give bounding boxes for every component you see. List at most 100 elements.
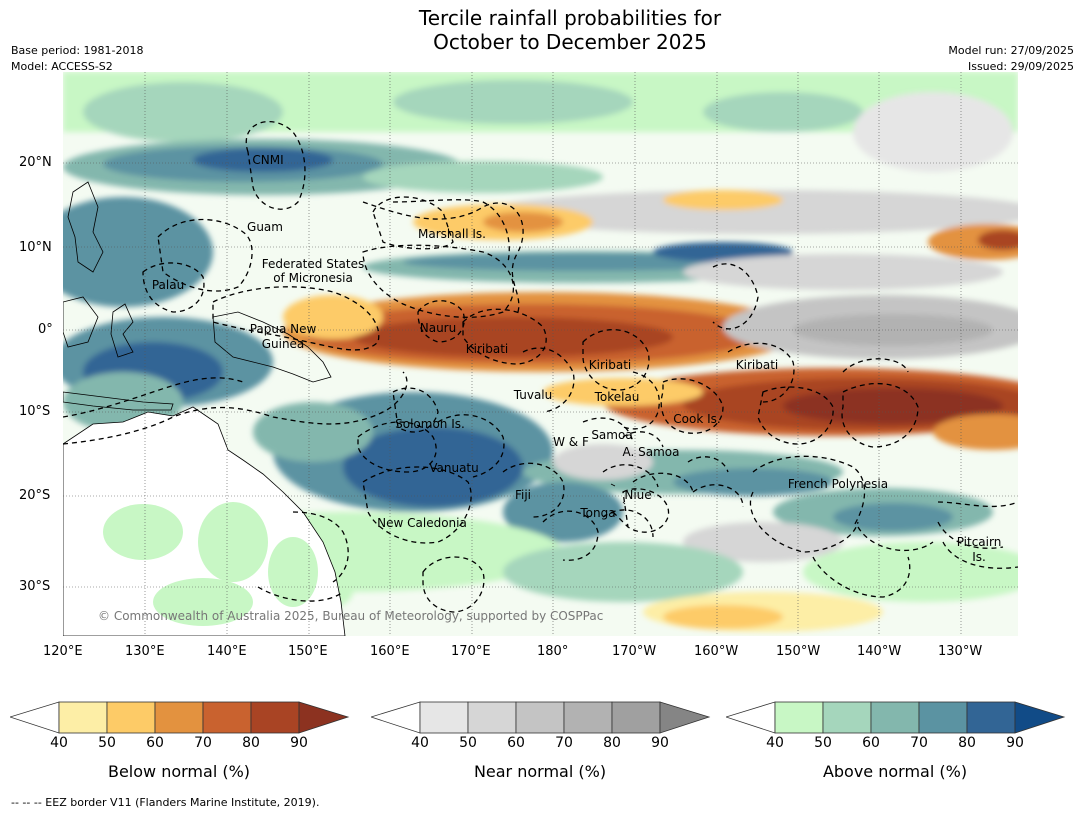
label-kiribati-w: Kiribati [466, 342, 508, 356]
below-bin-80-90 [250, 701, 300, 734]
near-tick-40: 40 [411, 735, 429, 751]
label-fiji: Fiji [515, 488, 531, 502]
eez-borders [63, 121, 1018, 613]
below-bin-40-50 [58, 701, 108, 734]
java-outline [63, 391, 174, 411]
new-guinea-outline [212, 311, 332, 383]
near-under-arrow [371, 701, 421, 734]
label-fsm-1: Federated States [262, 257, 364, 271]
above-bin-70-80 [918, 701, 968, 734]
above-normal-title: Above normal (%) [822, 762, 968, 781]
title-line-1: Tercile rainfall probabilities for [418, 6, 722, 30]
base-period: Base period: 1981-2018 [11, 44, 144, 57]
lon-tick-180: 180° [537, 644, 569, 659]
near-bin-50-60 [467, 701, 517, 734]
chart-title: Tercile rainfall probabilities for Octob… [0, 6, 1085, 54]
above-tick-80: 80 [958, 735, 976, 751]
near-bin-40-50 [419, 701, 469, 734]
near-bin-80-90 [611, 701, 661, 734]
lon-tick-130e: 130°E [125, 644, 165, 659]
below-tick-60: 60 [146, 735, 164, 751]
above-tick-90: 90 [1006, 735, 1024, 751]
near-tick-70: 70 [555, 735, 573, 751]
label-vanuatu: Vanuatu [429, 461, 479, 475]
below-tick-70: 70 [194, 735, 212, 751]
above-over-arrow [1014, 701, 1066, 734]
label-cnmi: CNMI [252, 153, 283, 167]
below-tick-90: 90 [290, 735, 308, 751]
near-tick-80: 80 [603, 735, 621, 751]
label-tonga: Tonga [579, 506, 615, 520]
issued-date: Issued: 29/09/2025 [967, 60, 1074, 73]
borneo-outline [63, 296, 99, 348]
above-bin-40-50 [774, 701, 824, 734]
label-pitcairn-1: Pitcairn [957, 535, 1002, 549]
colorbar-above-swatches [726, 701, 1066, 734]
below-tick-50: 50 [98, 735, 116, 751]
philippines-outline [67, 181, 104, 273]
above-bin-80-90 [966, 701, 1016, 734]
label-png-2: Guinea [262, 337, 305, 351]
sulawesi-outline [110, 303, 134, 358]
label-palau: Palau [152, 278, 184, 292]
colorbar-below-swatches [10, 701, 350, 734]
lat-tick-30s: 30°S [19, 579, 51, 594]
below-over-arrow [298, 701, 350, 734]
meta-right: Model run: 27/09/2025 Issued: 29/09/2025 [948, 43, 1074, 75]
label-niue: Niue [624, 488, 651, 502]
near-tick-60: 60 [507, 735, 525, 751]
above-under-arrow [726, 701, 776, 734]
below-tick-40: 40 [50, 735, 68, 751]
meta-left: Base period: 1981-2018 Model: ACCESS-S2 [11, 43, 143, 75]
near-tick-50: 50 [459, 735, 477, 751]
lon-tick-120e: 120°E [43, 644, 83, 659]
australia-interior [103, 502, 318, 626]
label-fsm-2: of Micronesia [273, 271, 353, 285]
label-tuvalu: Tuvalu [513, 388, 553, 402]
below-normal-title: Below normal (%) [107, 762, 251, 781]
lat-tick-10s: 10°S [19, 404, 51, 419]
lat-tick-20s: 20°S [19, 488, 51, 503]
label-pitcairn-2: Is. [972, 550, 986, 564]
above-tick-60: 60 [862, 735, 880, 751]
below-tick-80: 80 [242, 735, 260, 751]
graticule [63, 72, 1018, 636]
country-labels: CNMI Guam Marshall Is. Federated States … [152, 153, 1001, 564]
lon-tick-140e: 140°E [207, 644, 247, 659]
above-bin-50-60 [822, 701, 872, 734]
label-nauru: Nauru [420, 321, 456, 335]
eez-legend-note: -- -- -- EEZ border V11 (Flanders Marine… [11, 796, 320, 809]
copyright-note: © Commonwealth of Australia 2025, Bureau… [98, 609, 603, 623]
label-cook: Cook Is. [673, 412, 720, 426]
above-bin-60-70 [870, 701, 920, 734]
above-tick-40: 40 [766, 735, 784, 751]
lon-tick-160w: 160°W [694, 644, 739, 659]
lat-tick-0: 0° [38, 322, 53, 337]
lon-tick-170e: 170°E [451, 644, 491, 659]
lon-tick-150w: 150°W [776, 644, 821, 659]
label-new-caledonia: New Caledonia [377, 516, 467, 530]
colorbar-near-swatches [371, 701, 711, 734]
label-solomon: Solomon Is. [395, 417, 465, 431]
lat-tick-20n: 20°N [19, 155, 52, 170]
probability-map: CNMI Guam Marshall Is. Federated States … [63, 72, 1018, 636]
label-wf: W & F [553, 435, 589, 449]
lon-tick-160e: 160°E [370, 644, 410, 659]
below-bin-60-70 [154, 701, 204, 734]
below-bin-70-80 [202, 701, 252, 734]
lon-tick-140w: 140°W [857, 644, 902, 659]
label-png-1: Papua New [250, 322, 317, 336]
new-zealand-outline [610, 483, 626, 505]
near-bin-70-80 [563, 701, 613, 734]
label-tokelau: Tokelau [594, 390, 640, 404]
above-tick-50: 50 [814, 735, 832, 751]
near-tick-90: 90 [651, 735, 669, 751]
label-french-polynesia: French Polynesia [788, 477, 888, 491]
model-name: Model: ACCESS-S2 [11, 60, 113, 73]
above-tick-70: 70 [910, 735, 928, 751]
label-samoa: Samoa [591, 428, 632, 442]
label-guam: Guam [247, 220, 283, 234]
title-line-2: October to December 2025 [433, 30, 707, 54]
near-over-arrow [659, 701, 711, 734]
lon-tick-170w: 170°W [612, 644, 657, 659]
